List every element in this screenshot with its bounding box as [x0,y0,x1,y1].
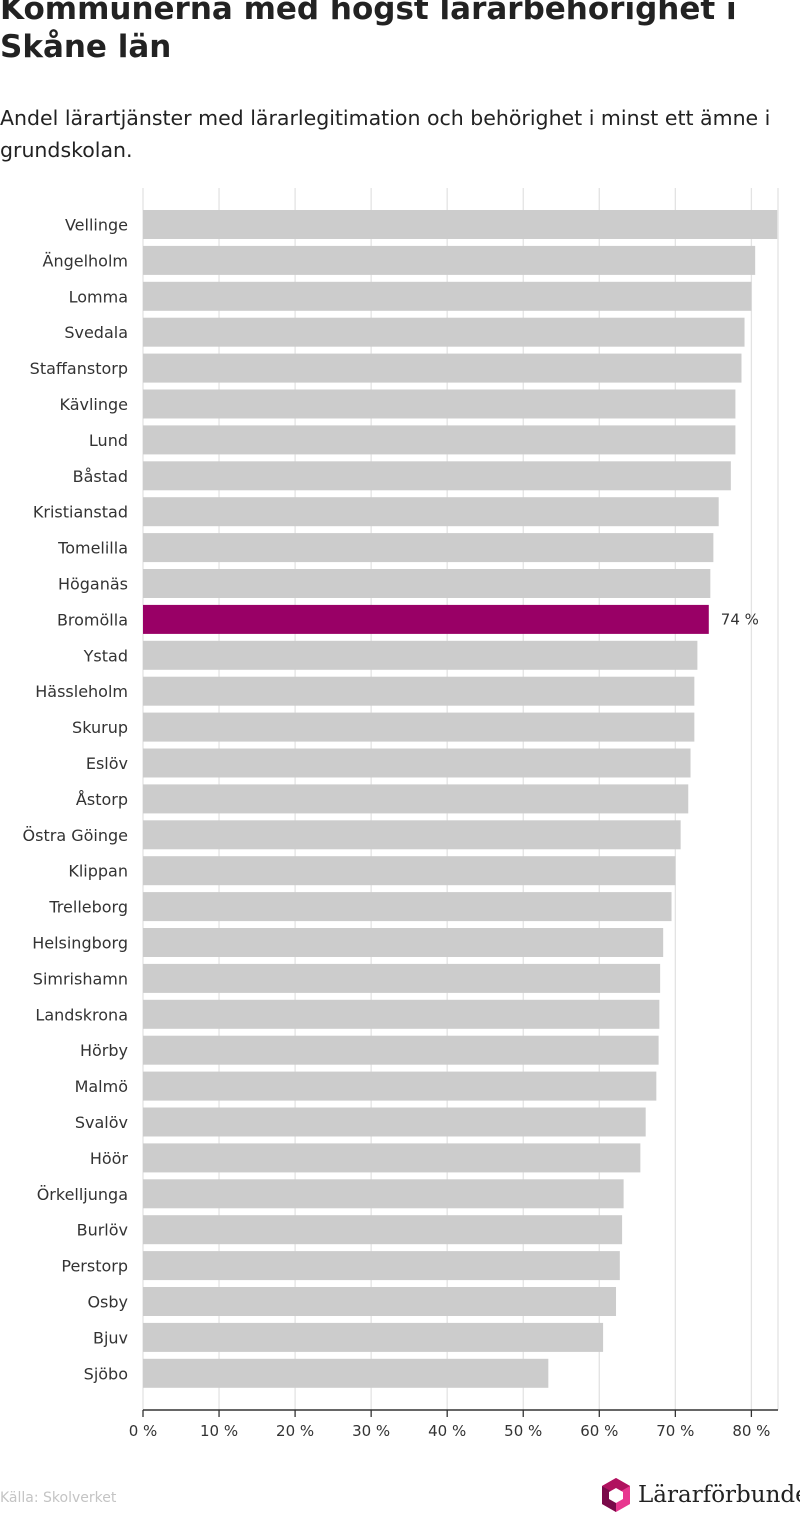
bar [143,1107,646,1137]
bar-chart: Vellinge Ängelholm Lomma Svedala Staffanstor… [23,188,779,1440]
category-label: Staffanstorp [30,359,128,378]
category-label: Hässleholm [35,682,128,701]
category-label: Landskrona [35,1005,128,1024]
category-label: Eslöv [86,754,128,773]
category-label: Ystad [83,646,128,665]
category-label: Åstorp [76,790,128,809]
category-label: Höganäs [58,575,128,594]
bar [143,461,731,491]
bar [143,820,681,850]
category-label: Kristianstad [33,503,128,522]
bar [143,1071,657,1101]
category-label: Bromölla [57,610,128,629]
category-label: Örkelljunga [37,1185,128,1204]
category-label: Osby [87,1293,128,1312]
x-tick-label: 20 % [276,1422,314,1440]
bar [143,569,711,598]
category-label: Höör [90,1149,129,1168]
bar [143,425,736,455]
x-tick-label: 0 % [129,1422,158,1440]
bar [143,748,691,778]
category-label: Sjöbo [84,1364,128,1383]
bar [143,1179,624,1209]
bar [143,999,660,1029]
category-label: Klippan [68,862,128,881]
bar [143,676,695,706]
category-label: Svalöv [75,1113,128,1132]
data-label: 74 % [721,610,759,628]
brand-logo-icon [602,1478,630,1512]
category-label: Malmö [75,1077,128,1096]
bar [143,497,719,527]
brand-logo: Lärarförbundet [600,1475,800,1515]
chart-title: Kommunerna med högst lärarbehörighet i S… [0,0,737,65]
category-label: Ängelholm [43,251,129,270]
x-tick-label: 10 % [200,1422,238,1440]
category-label: Perstorp [61,1257,128,1276]
bar [143,784,689,814]
x-tick-label: 50 % [504,1422,542,1440]
bar [143,712,695,742]
category-label: Skurup [72,718,128,737]
bar [143,1287,617,1316]
x-tick-label: 60 % [580,1422,618,1440]
bar [143,317,745,347]
bar [143,210,778,239]
category-label: Östra Göinge [23,826,128,845]
category-label: Lomma [69,287,128,306]
bar [143,245,756,275]
source-note: Källa: Skolverket [0,1490,117,1506]
category-label: Simrishamn [33,969,128,988]
category-label: Trelleborg [48,898,128,917]
bar [143,281,752,311]
bar [143,928,664,957]
category-label: Kävlinge [59,395,128,414]
category-label: Båstad [73,467,128,486]
bar [143,533,714,563]
bar [143,604,709,634]
category-label: Svedala [64,323,128,342]
bar [143,353,742,383]
category-label: Tomelilla [57,539,128,558]
chart-subtitle: Andel lärartjänster med lärarlegitimatio… [0,106,771,162]
x-tick-label: 40 % [428,1422,466,1440]
x-tick-label: 80 % [732,1422,770,1440]
category-label: Burlöv [77,1221,128,1240]
x-tick-label: 30 % [352,1422,390,1440]
bar [143,856,676,886]
bar [143,963,661,993]
category-label: Bjuv [93,1328,128,1347]
category-label: Vellinge [65,216,128,235]
category-label: Helsingborg [32,934,128,953]
bar [143,892,672,922]
bar [143,1143,641,1173]
category-label: Lund [89,431,128,450]
bar [143,1251,620,1281]
bar [143,1322,604,1352]
bar [143,1035,659,1065]
x-tick-label: 70 % [656,1422,694,1440]
bar [143,1358,549,1388]
category-label: Hörby [80,1041,128,1060]
brand-logo-text: Lärarförbundet [638,1482,800,1508]
bar [143,389,736,419]
bar [143,640,698,670]
bar [143,1215,623,1245]
